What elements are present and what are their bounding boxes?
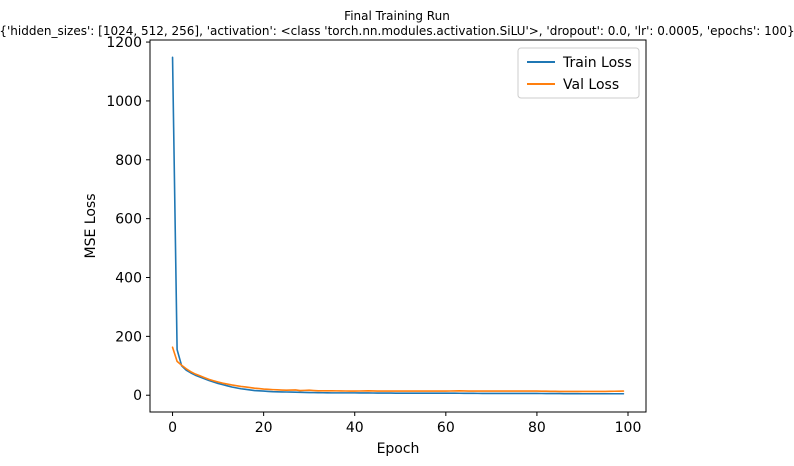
- y-tick-label: 200: [115, 329, 142, 345]
- x-tick-label: 60: [437, 420, 455, 436]
- x-tick-label: 80: [528, 420, 546, 436]
- legend-box: [517, 47, 640, 99]
- y-tick-label: 400: [115, 271, 142, 287]
- y-tick-label: 1200: [106, 35, 142, 51]
- y-tick-label: 1000: [106, 94, 142, 110]
- series-lines: [171, 56, 625, 395]
- series-line-val-loss: [171, 346, 625, 393]
- x-tick-label: 0: [168, 420, 177, 436]
- plot-frame: [149, 39, 647, 413]
- y-tick-label: 0: [133, 388, 142, 404]
- legend: Train Loss Val Loss: [517, 47, 640, 99]
- legend-label-val-loss: Val Loss: [563, 77, 619, 93]
- x-tick-label: 100: [615, 420, 642, 436]
- legend-label-train-loss: Train Loss: [562, 55, 632, 71]
- y-axis-label: MSE Loss: [83, 194, 99, 259]
- y-tick-label: 800: [115, 153, 142, 169]
- series-line-train-loss: [171, 56, 625, 395]
- x-axis-label: Epoch: [377, 441, 420, 457]
- x-tick-label: 20: [255, 420, 273, 436]
- chart-subtitle: {'hidden_sizes': [1024, 512, 256], 'acti…: [0, 24, 794, 38]
- chart-title: Final Training Run: [344, 9, 450, 23]
- x-tick-label: 40: [346, 420, 364, 436]
- y-tick-label: 600: [115, 212, 142, 228]
